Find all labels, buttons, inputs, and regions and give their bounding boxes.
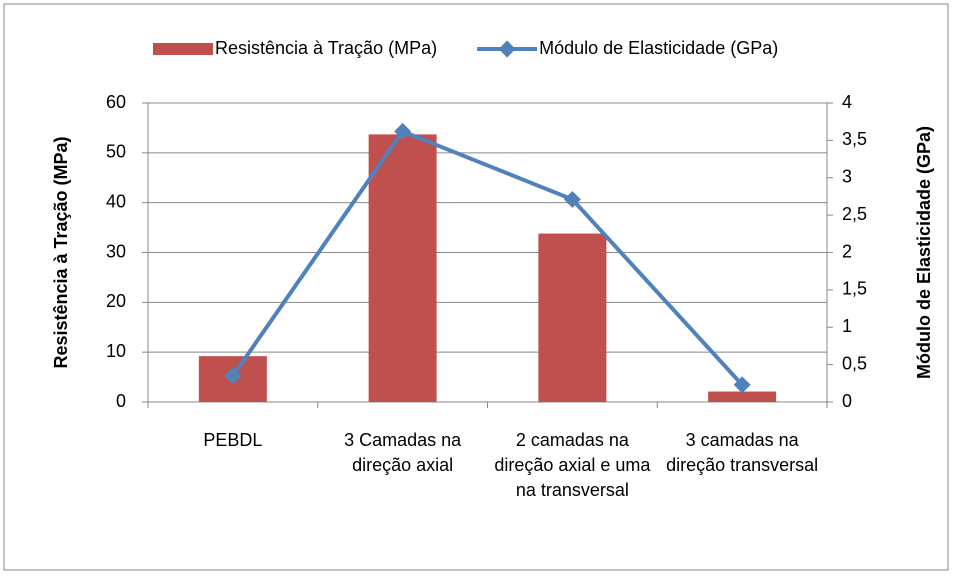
- bar: [368, 134, 437, 402]
- x-tick-label: 2 camadas na direção axial e uma na tran…: [494, 430, 651, 500]
- y2-tick-label: 1: [842, 316, 852, 336]
- x-tick-label: 3 camadas na direção transversal: [666, 430, 819, 475]
- bar: [708, 391, 777, 402]
- marker: [563, 190, 581, 208]
- y2-tick-label: 2: [842, 241, 852, 261]
- y2-tick-label: 1,5: [842, 279, 867, 299]
- line: [231, 128, 744, 387]
- legend-label: Resistência à Tração (MPa): [215, 38, 437, 58]
- marker: [733, 376, 751, 394]
- marker: [394, 122, 412, 140]
- y-tick-label: 50: [106, 142, 126, 162]
- y2-tick-label: 3,5: [842, 129, 867, 149]
- y2-tick-label: 4: [842, 92, 852, 112]
- y2-axis-title: Módulo de Elasticidade (GPa): [914, 126, 934, 379]
- x-tick-label: 3 Camadas na direção axial: [344, 430, 462, 475]
- x-tick-label: PEBDL: [203, 430, 263, 450]
- legend-label: Módulo de Elasticidade (GPa): [539, 38, 778, 58]
- bar: [538, 233, 607, 402]
- y2-tick-label: 0,5: [842, 353, 867, 373]
- marker: [224, 367, 242, 385]
- legend-swatch: [153, 43, 213, 55]
- y-tick-label: 30: [106, 241, 126, 261]
- y-tick-label: 40: [106, 191, 126, 211]
- y-tick-label: 60: [106, 92, 126, 112]
- y2-tick-label: 3: [842, 167, 852, 187]
- y2-tick-label: 2,5: [842, 204, 867, 224]
- chart-frame: [3, 3, 949, 571]
- y-tick-label: 10: [106, 341, 126, 361]
- y-axis-title: Resistência à Tração (MPa): [51, 136, 71, 368]
- y-tick-label: 0: [116, 391, 126, 411]
- y-tick-label: 20: [106, 291, 126, 311]
- y2-tick-label: 0: [842, 391, 852, 411]
